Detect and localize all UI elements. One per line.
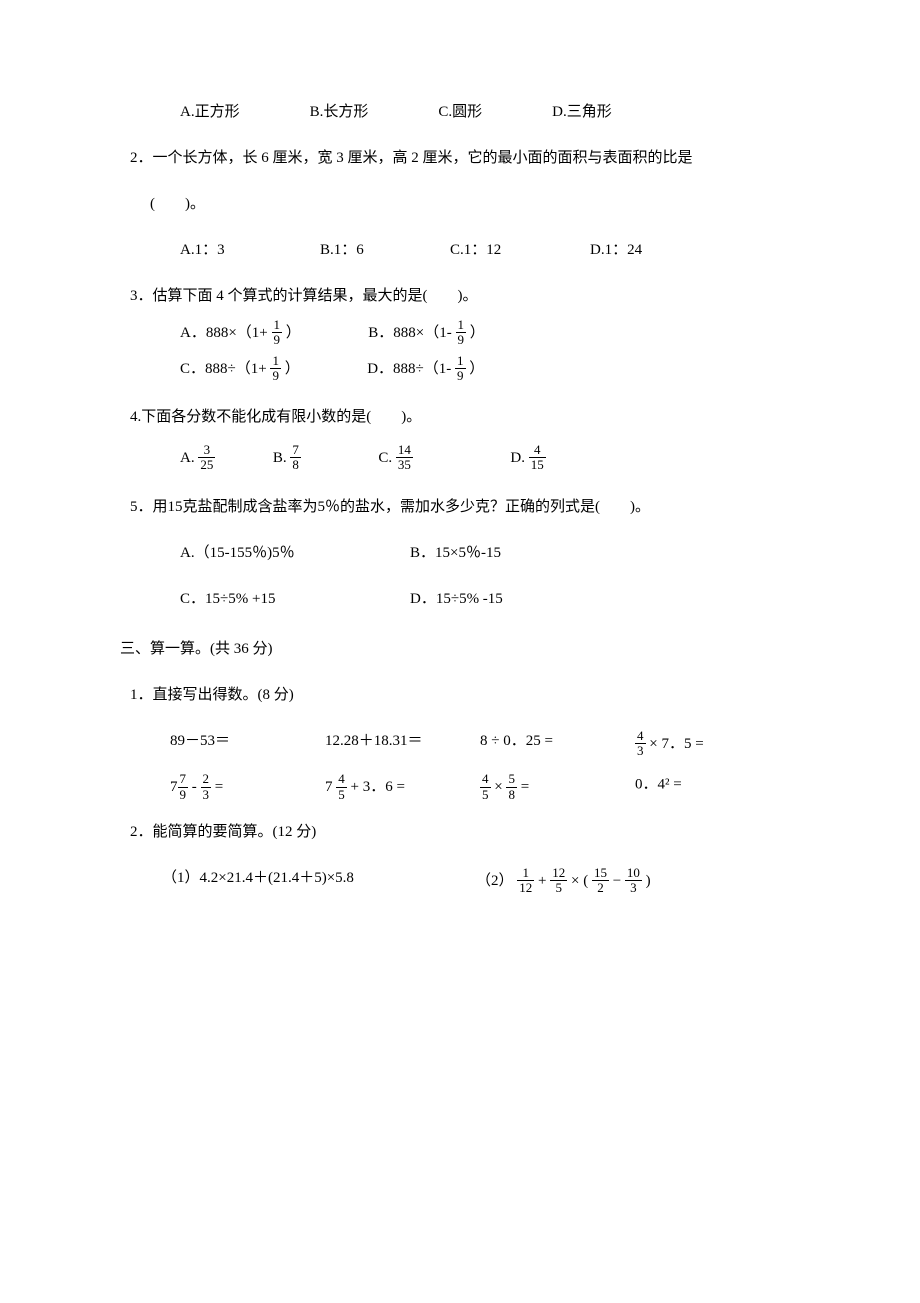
q3-c-pre: C．888÷（1+: [180, 360, 267, 376]
q4-b-frac: 78: [290, 443, 301, 473]
q2-blank: ( )。: [150, 192, 790, 216]
s1-r1b: 12.28＋18.31＝: [325, 729, 480, 759]
q3-line2: C．888÷（1+ 19 ） D．888÷（1- 19 ）: [180, 354, 790, 384]
q4-d-frac: 415: [529, 443, 546, 473]
q3-a-frac: 19: [272, 318, 283, 348]
q1-options: A.正方形 B.长方形 C.圆形 D.三角形: [180, 100, 790, 124]
q5-opt-d: D．15÷5% -15: [410, 587, 503, 611]
q2-options: A.1：3 B.1：6 C.1：12 D.1：24: [180, 238, 790, 262]
q5-text: 5．用15克盐配制成含盐率为5％的盐水，需加水多少克？正确的列式是( )。: [130, 495, 790, 519]
s2-p1: （1）4.2×21.4＋(21.4＋5)×5.8: [162, 866, 476, 896]
s1-row2: 779 - 23 = 7 45 + 3．6 = 45 × 58 = 0．4² =: [170, 772, 790, 802]
q5-opts-1: A.（15-155％)5％ B．15×5％-15: [180, 541, 790, 565]
q2: 2．一个长方体，长 6 厘米，宽 3 厘米，高 2 厘米，它的最小面的面积与表面…: [130, 146, 790, 216]
q3-d-pre: D．888÷（1-: [367, 360, 451, 376]
q3-c-post: ）: [285, 360, 300, 376]
q1-opt-b: B.长方形: [310, 100, 369, 124]
q4-d: D.: [510, 450, 525, 466]
q1-opt-c: C.圆形: [438, 100, 482, 124]
q1-opt-a: A.正方形: [180, 100, 240, 124]
q4-a: A.: [180, 450, 195, 466]
q3-b-frac: 19: [456, 318, 467, 348]
s1-r2a: 779 - 23 =: [170, 772, 325, 802]
q4-c: C.: [378, 450, 392, 466]
s1-r1d: 43 × 7．5 =: [635, 729, 790, 759]
q3-d-post: ）: [469, 360, 484, 376]
q4-c-frac: 1435: [396, 443, 413, 473]
s1-r1a: 89－53＝: [170, 729, 325, 759]
s2-problems: （1）4.2×21.4＋(21.4＋5)×5.8 （2） 112 + 125 ×…: [162, 866, 790, 896]
s2-p2: （2） 112 + 125 × ( 152 − 103 ): [476, 866, 790, 896]
q3-b-post: ）: [470, 325, 485, 341]
q3-line1: A．888×（1+ 19 ） B．888×（1- 19 ）: [180, 318, 790, 348]
q3-text: 3．估算下面 4 个算式的计算结果，最大的是( )。: [130, 284, 790, 308]
q4-a-frac: 325: [198, 443, 215, 473]
q4-text: 4.下面各分数不能化成有限小数的是( )。: [130, 405, 790, 429]
s1-r2c: 45 × 58 =: [480, 772, 635, 802]
s1-r2d: 0．4² =: [635, 772, 790, 802]
q5-opt-a: A.（15-155％)5％: [180, 541, 410, 565]
s1-r1c: 8 ÷ 0．25 =: [480, 729, 635, 759]
s2-title: 2．能简算的要简算。(12 分): [130, 820, 790, 844]
q3-b-pre: B．888×（1-: [368, 325, 451, 341]
s1-r1d-frac: 43: [635, 729, 646, 759]
q5-opts-2: C．15÷5% +15 D．15÷5% -15: [180, 587, 790, 611]
q5-opt-b: B．15×5％-15: [410, 541, 501, 565]
q2-text: 2．一个长方体，长 6 厘米，宽 3 厘米，高 2 厘米，它的最小面的面积与表面…: [130, 146, 790, 170]
q2-opt-c: C.1：12: [450, 238, 590, 262]
q1-opt-d: D.三角形: [552, 100, 612, 124]
q4-options: A. 325 B. 78 C. 1435 D. 415: [180, 443, 790, 473]
q2-opt-d: D.1：24: [590, 238, 642, 262]
q3-c-frac: 19: [270, 354, 281, 384]
q2-opt-b: B.1：6: [320, 238, 450, 262]
section-3-title: 三、算一算。(共 36 分): [120, 637, 790, 661]
q4-b: B.: [273, 450, 287, 466]
q3-d-frac: 19: [455, 354, 466, 384]
q5-opt-c: C．15÷5% +15: [180, 587, 410, 611]
s1-row1: 89－53＝ 12.28＋18.31＝ 8 ÷ 0．25 = 43 × 7．5 …: [170, 729, 790, 759]
q2-opt-a: A.1：3: [180, 238, 320, 262]
s1-title: 1．直接写出得数。(8 分): [130, 683, 790, 707]
q3-a-post: ）: [286, 325, 301, 341]
q3-a-pre: A．888×（1+: [180, 325, 268, 341]
s1-r2b: 7 45 + 3．6 =: [325, 772, 480, 802]
